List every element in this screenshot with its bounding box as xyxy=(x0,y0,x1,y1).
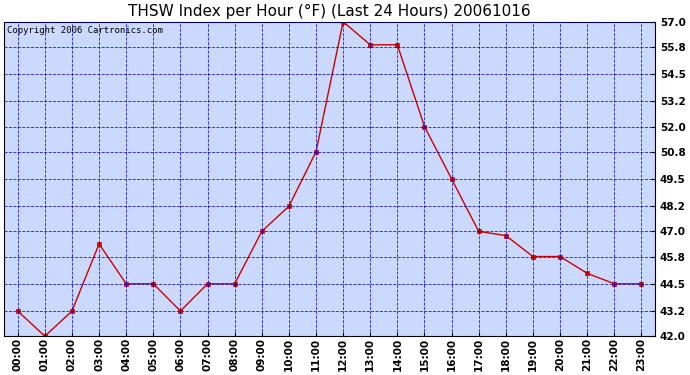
Title: THSW Index per Hour (°F) (Last 24 Hours) 20061016: THSW Index per Hour (°F) (Last 24 Hours)… xyxy=(128,4,531,19)
Text: Copyright 2006 Cartronics.com: Copyright 2006 Cartronics.com xyxy=(8,27,164,36)
